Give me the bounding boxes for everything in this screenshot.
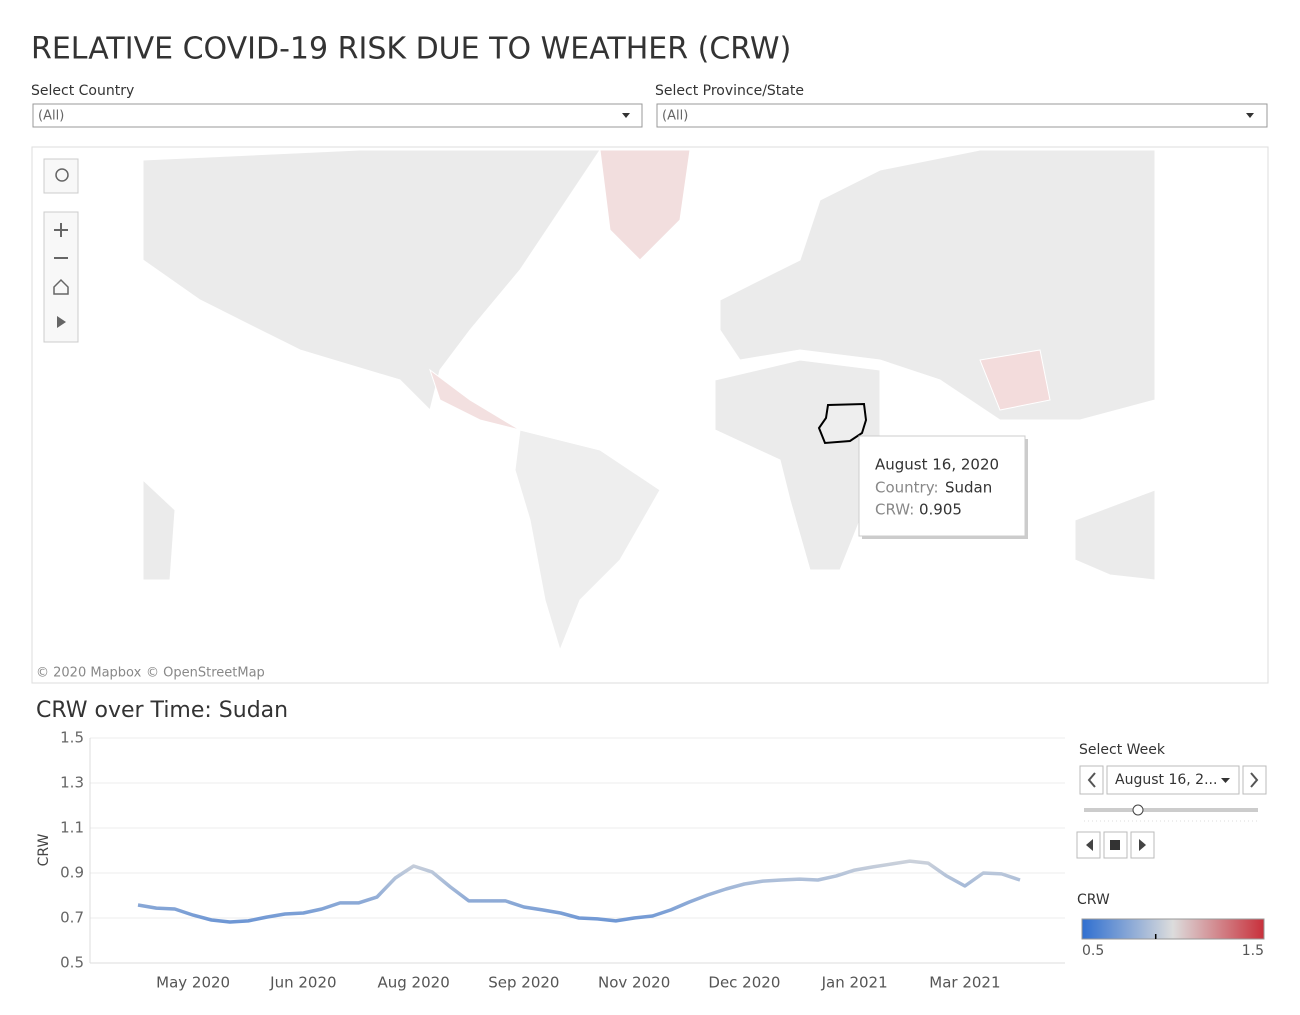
tooltip: [858, 435, 1026, 537]
x-tick-label: Aug 2020: [378, 974, 450, 992]
filter-value: (All): [662, 109, 688, 124]
selected-country[interactable]: [817, 402, 868, 445]
tooltip-value: Sudan: [945, 479, 992, 497]
week-value: August 16, 2...: [1115, 772, 1217, 788]
next-week[interactable]: [1242, 765, 1267, 795]
y-tick-label: 0.9: [60, 864, 84, 882]
tooltip-label: Country:: [875, 479, 939, 497]
x-tick-label: Nov 2020: [598, 974, 670, 992]
page-title: RELATIVE COVID-19 RISK DUE TO WEATHER (C…: [31, 32, 791, 67]
map-land: [142, 149, 1156, 652]
week-label: Select Week: [1079, 742, 1166, 758]
y-axis-label: CRW: [36, 833, 52, 866]
search-icon: [55, 168, 69, 182]
x-tick-label: Dec 2020: [708, 974, 780, 992]
play-icon: [1139, 839, 1146, 851]
home-icon[interactable]: [53, 278, 69, 295]
chart-title: CRW over Time: Sudan: [36, 698, 288, 723]
pan-icon[interactable]: [57, 316, 66, 328]
filter-label: Select Country: [31, 83, 134, 99]
map-attribution: © 2020 Mapbox: [36, 666, 142, 681]
y-tick-label: 1.5: [60, 729, 84, 747]
prev-icon: [1087, 772, 1096, 788]
x-tick-label: Sep 2020: [488, 974, 559, 992]
y-tick-label: 0.5: [60, 954, 84, 972]
tooltip-value: 0.905: [919, 501, 962, 519]
legend-gradient: [1081, 918, 1265, 940]
filter-value: (All): [38, 109, 64, 124]
y-tick-label: 0.7: [60, 909, 84, 927]
week-dropdown[interactable]: [1106, 765, 1240, 795]
play-back-icon: [1086, 839, 1093, 851]
y-tick-label: 1.3: [60, 774, 84, 792]
tooltip-date: August 16, 2020: [875, 456, 999, 474]
filter-dropdown[interactable]: [656, 103, 1268, 128]
filter-dropdown[interactable]: [32, 103, 643, 128]
dropdown-arrow: [622, 113, 630, 118]
x-tick-label: Jun 2020: [269, 974, 336, 992]
prev-week[interactable]: [1079, 765, 1104, 795]
x-tick-label: May 2020: [156, 974, 230, 992]
stop-icon: [1110, 840, 1120, 850]
search-button[interactable]: [43, 158, 79, 194]
legend-min: 0.5: [1082, 943, 1104, 959]
legend-max: 1.5: [1242, 943, 1264, 959]
y-tick-label: 1.1: [60, 819, 84, 837]
filter-label: Select Province/State: [655, 83, 804, 99]
legend-title: CRW: [1077, 892, 1110, 908]
crw-line: [137, 859, 1021, 924]
dropdown-arrow: [1221, 778, 1230, 783]
next-icon: [1250, 772, 1259, 788]
zoom-icons[interactable]: [54, 223, 68, 259]
week-slider-thumb[interactable]: [1132, 804, 1144, 816]
tooltip-label: CRW:: [875, 501, 914, 519]
dropdown-arrow: [1246, 113, 1254, 118]
map-attribution: © OpenStreetMap: [146, 666, 265, 681]
x-tick-label: Jan 2021: [821, 974, 888, 992]
x-tick-label: Mar 2021: [929, 974, 1000, 992]
